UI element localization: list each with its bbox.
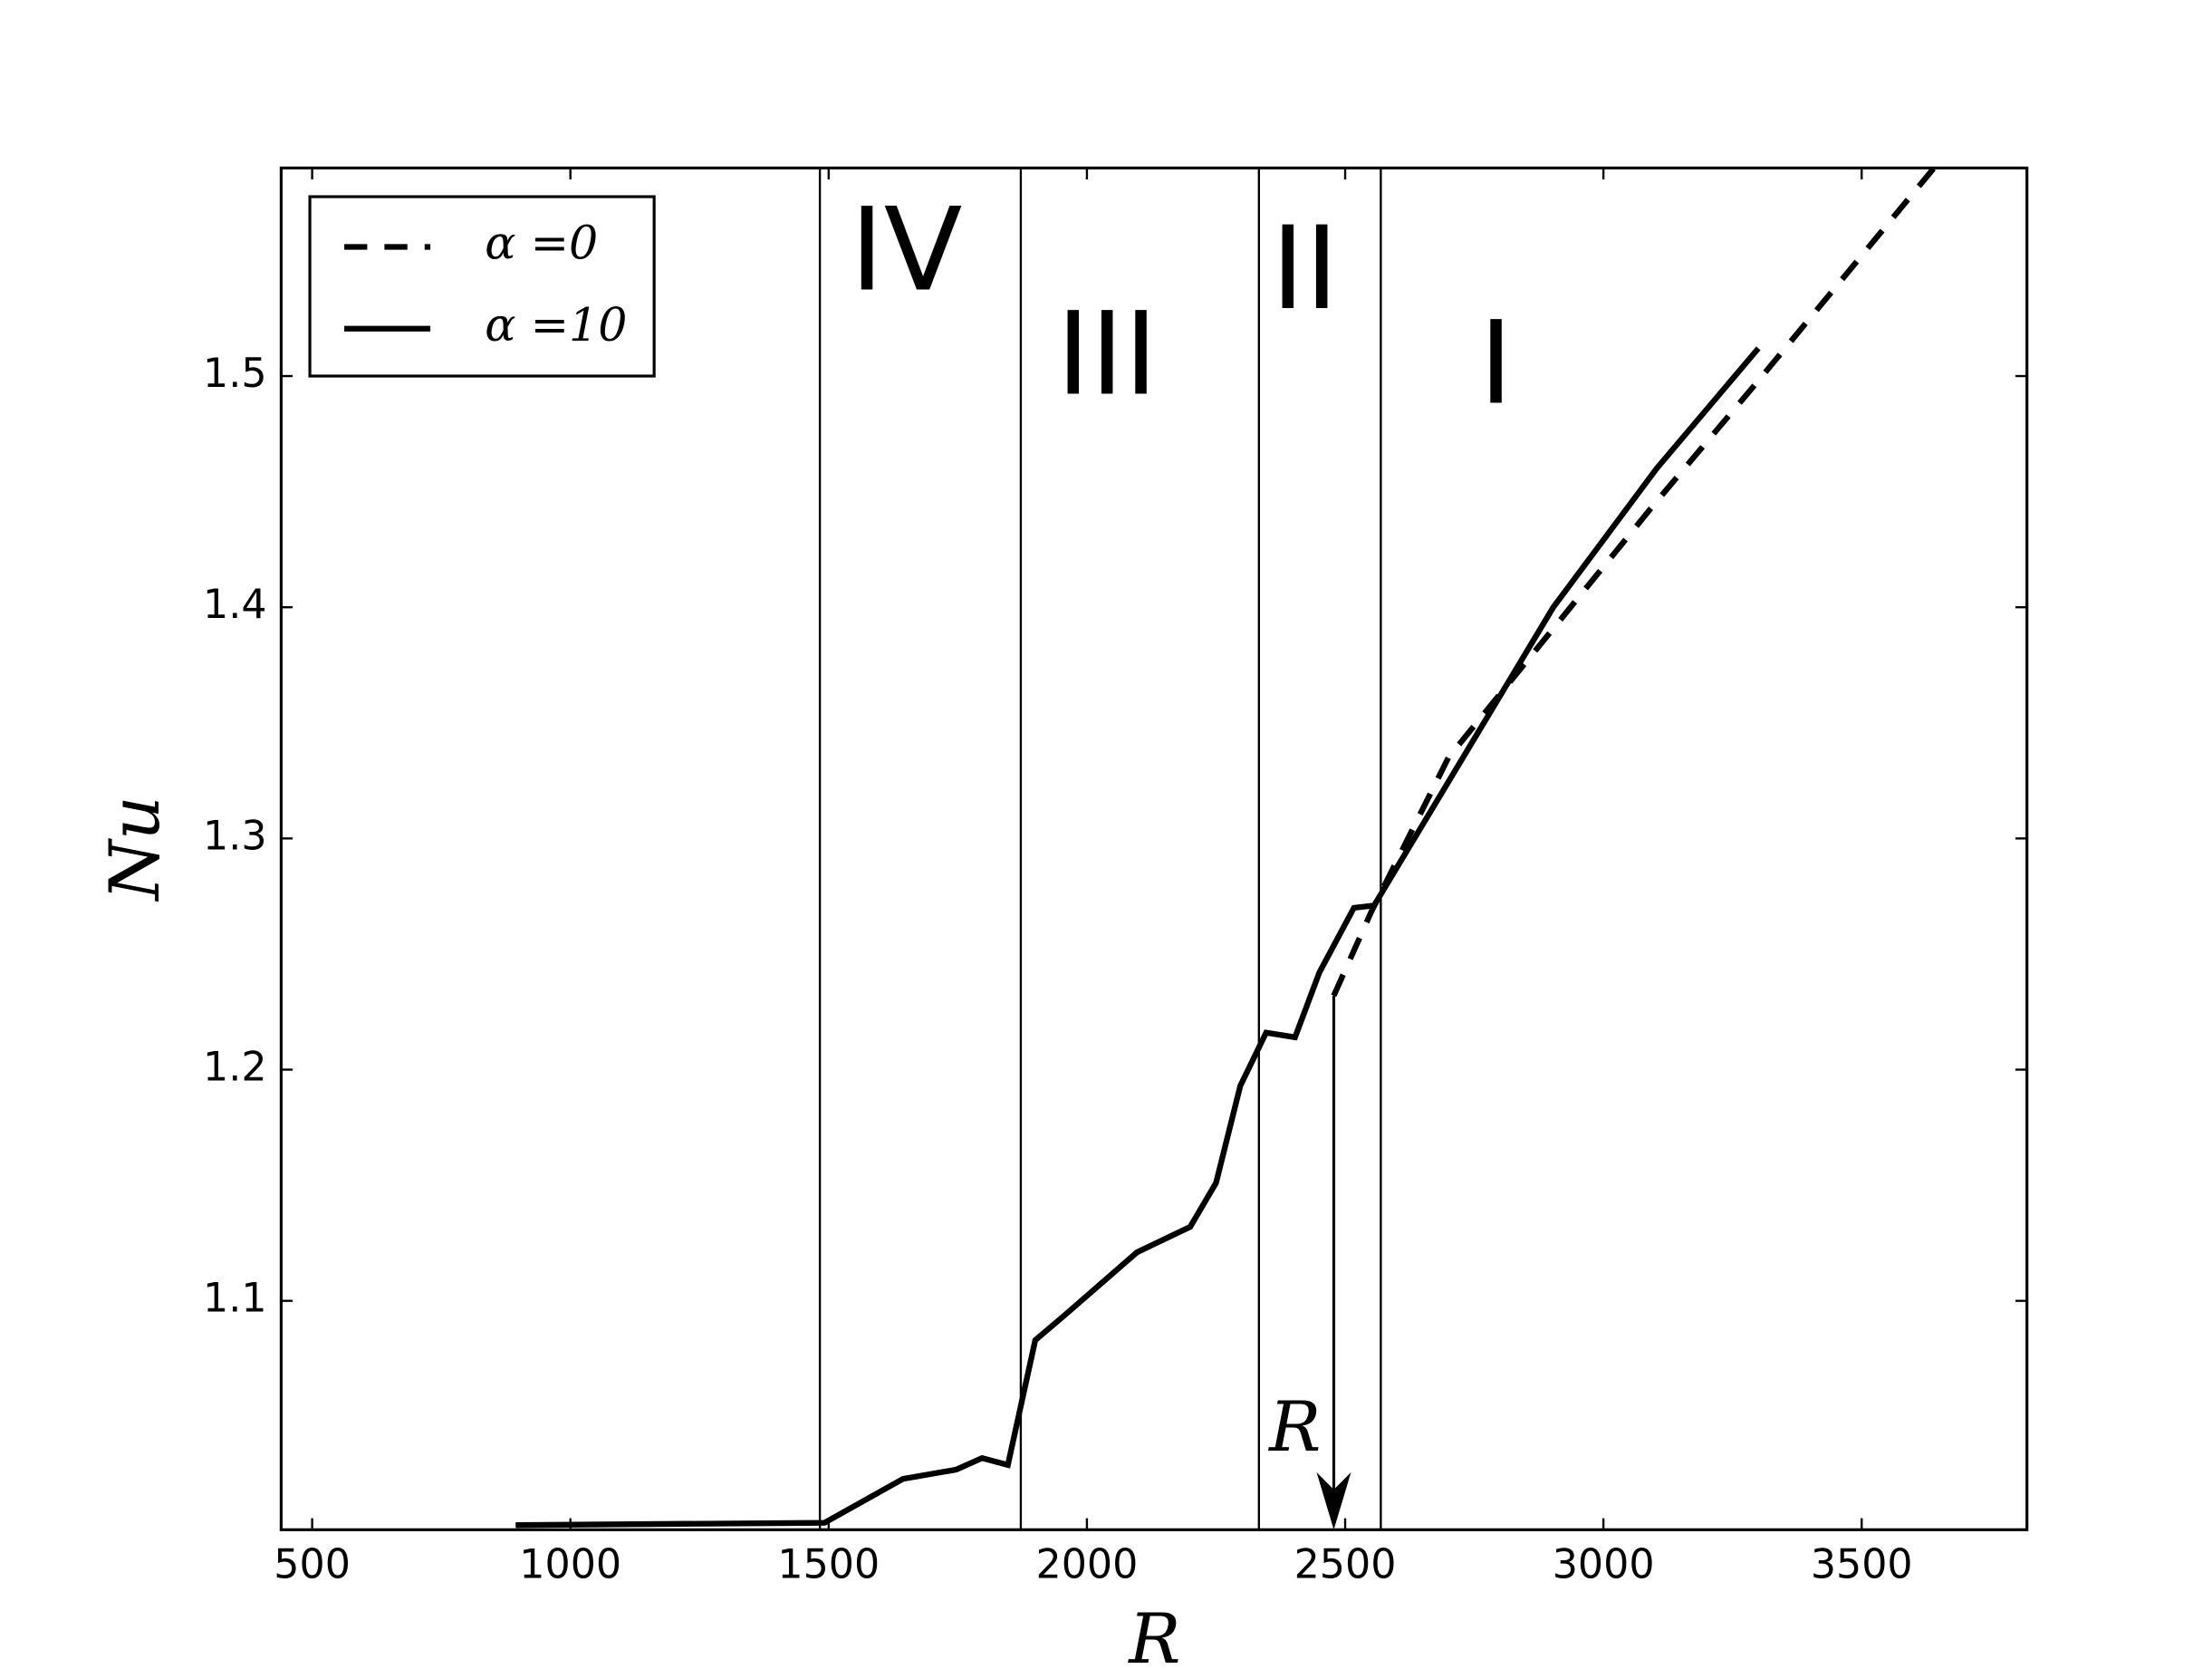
- x-tick-label: 3500: [1811, 1541, 1913, 1587]
- region-label: II: [1271, 201, 1339, 335]
- y-tick-label: 1.5: [203, 351, 266, 397]
- legend-label: α =10: [485, 298, 627, 352]
- x-tick-label: 2500: [1294, 1541, 1397, 1587]
- region-label: IV: [850, 183, 962, 317]
- legend-label: α =0: [485, 216, 598, 269]
- y-tick-label: 1.3: [203, 813, 266, 859]
- plot-frame: [279, 166, 2029, 1531]
- x-tick-label: 500: [274, 1541, 351, 1587]
- legend-box: [308, 195, 656, 378]
- y-tick-label: 1.1: [203, 1276, 266, 1322]
- y-tick-label: 1.4: [203, 582, 266, 628]
- region-label: III: [1056, 286, 1158, 420]
- x-tick-label: 2000: [1036, 1541, 1139, 1587]
- x-axis-label: R: [1127, 1598, 1180, 1669]
- data-line: [515, 346, 1761, 1529]
- y-tick-label: 1.2: [203, 1045, 266, 1091]
- x-tick-label: 1500: [777, 1541, 880, 1587]
- x-tick-label: 3000: [1553, 1541, 1655, 1587]
- annotation-label: R: [1267, 1386, 1321, 1467]
- arrow-head: [1316, 1471, 1351, 1530]
- x-tick-label: 1000: [519, 1541, 621, 1587]
- region-label: I: [1479, 296, 1513, 430]
- data-line: [1331, 166, 1937, 998]
- y-axis-label: Nu: [94, 796, 175, 902]
